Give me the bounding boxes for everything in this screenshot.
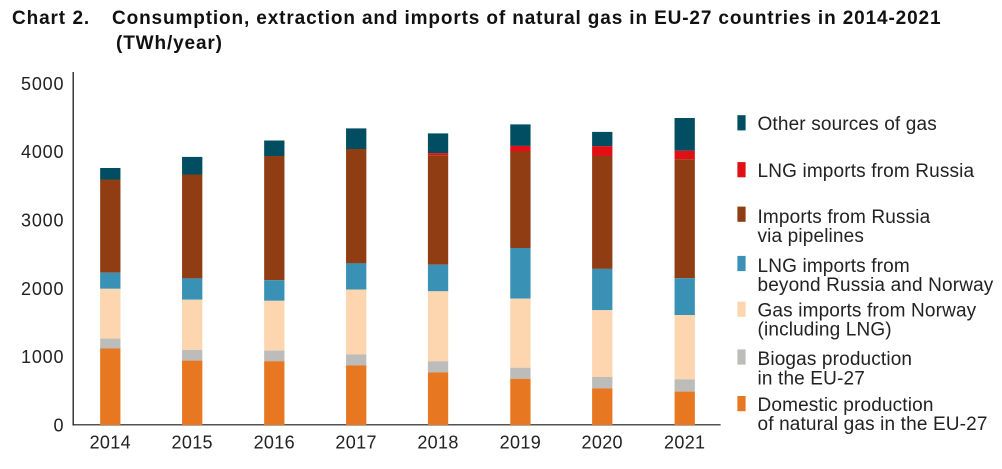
svg-text:2019: 2019	[500, 433, 541, 453]
svg-text:2015: 2015	[171, 433, 212, 453]
svg-text:(TWh/year): (TWh/year)	[116, 33, 223, 54]
svg-text:in the EU-27: in the EU-27	[758, 369, 865, 390]
svg-text:2020: 2020	[581, 433, 622, 453]
svg-text:5000: 5000	[21, 74, 64, 94]
svg-text:Consumption, extraction and im: Consumption, extraction and imports of n…	[112, 8, 941, 29]
svg-text:Biogas production: Biogas production	[758, 349, 913, 370]
svg-text:Domestic production: Domestic production	[758, 395, 934, 416]
svg-text:beyond Russia and Norway: beyond Russia and Norway	[758, 275, 994, 296]
svg-text:2.: 2.	[73, 8, 91, 29]
svg-text:Gas imports from Norway: Gas imports from Norway	[758, 300, 977, 321]
svg-text:2021: 2021	[664, 433, 705, 453]
svg-text:3000: 3000	[21, 211, 64, 231]
svg-text:(including LNG): (including LNG)	[758, 319, 892, 340]
svg-text:Imports from Russia: Imports from Russia	[758, 207, 931, 228]
svg-text:2018: 2018	[417, 433, 458, 453]
svg-text:Other sources of gas: Other sources of gas	[758, 114, 937, 135]
svg-text:2000: 2000	[21, 279, 64, 299]
svg-text:2016: 2016	[254, 433, 295, 453]
svg-text:1000: 1000	[21, 347, 64, 367]
svg-text:of natural gas in the EU-27: of natural gas in the EU-27	[758, 414, 988, 435]
svg-text:LNG imports from Russia: LNG imports from Russia	[758, 161, 975, 182]
svg-text:2014: 2014	[90, 433, 131, 453]
svg-text:4000: 4000	[21, 142, 64, 162]
svg-text:Chart: Chart	[12, 8, 66, 29]
svg-text:0: 0	[53, 416, 64, 436]
svg-text:via pipelines: via pipelines	[758, 226, 865, 247]
svg-text:2017: 2017	[335, 433, 376, 453]
svg-text:LNG imports from: LNG imports from	[758, 256, 910, 277]
